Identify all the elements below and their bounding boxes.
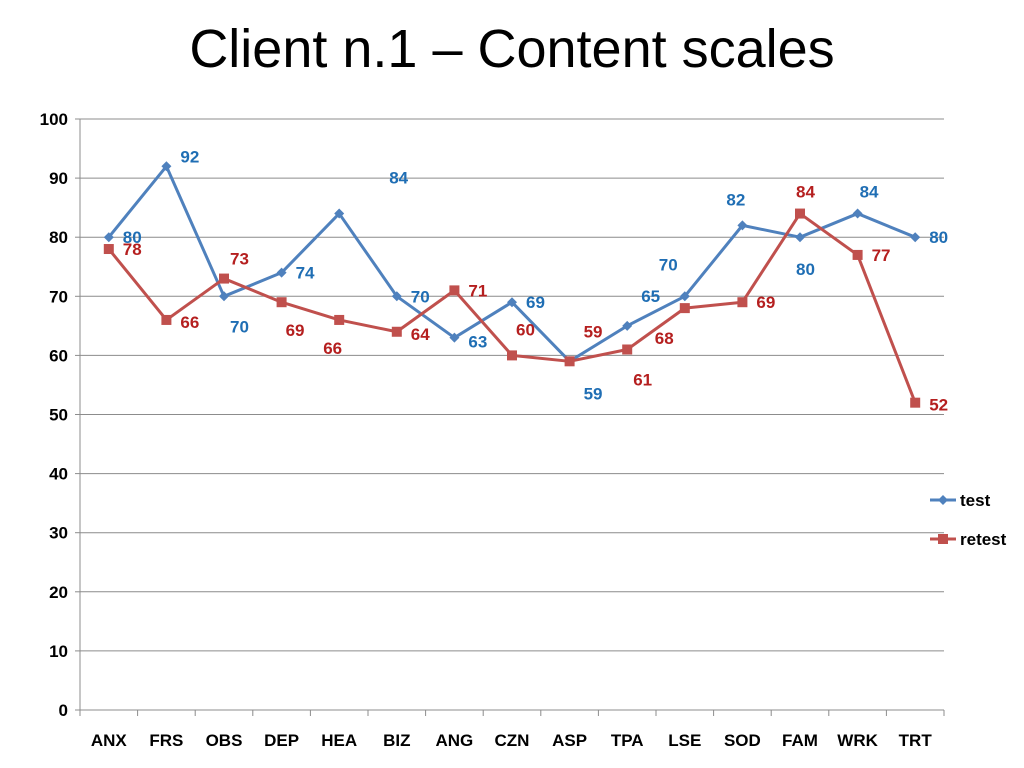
data-point-retest [161,314,172,325]
data-label-test: 80 [929,228,948,247]
data-label-test: 84 [860,183,879,202]
data-point-retest [795,208,805,219]
x-tick-label: LSE [668,731,701,750]
data-label-retest: 77 [872,246,891,265]
data-label-test: 80 [796,260,815,279]
x-tick-label: BIZ [383,731,410,750]
data-label-retest: 69 [286,321,305,340]
data-point-retest [391,326,402,337]
data-point-retest [737,297,748,308]
data-label-test: 65 [641,287,660,306]
data-point-test [507,297,517,308]
y-tick-label: 60 [49,346,68,365]
x-tick-label: TRT [899,731,933,750]
data-point-test [737,220,748,231]
y-tick-label: 0 [59,701,68,720]
data-label-test: 70 [659,255,678,274]
y-tick-label: 10 [49,642,68,661]
data-point-retest [910,397,921,408]
data-label-retest: 84 [796,183,815,202]
data-point-retest [852,249,863,260]
y-tick-label: 50 [49,406,68,425]
data-point-test [795,232,805,243]
data-label-retest: 60 [516,320,535,339]
x-tick-label: FRS [149,731,183,750]
data-point-test [276,267,287,278]
y-tick-label: 80 [49,228,68,247]
x-tick-label: CZN [495,731,530,750]
data-point-test [334,208,345,219]
legend-label-test: test [960,491,991,510]
series-line-retest [107,212,917,404]
y-tick-label: 20 [49,583,68,602]
data-label-retest: 52 [929,396,948,415]
x-tick-label: ANX [91,731,128,750]
data-point-test [622,320,633,331]
x-tick-label: WRK [837,731,878,750]
x-tick-label: TPA [611,731,644,750]
data-label-retest: 61 [633,370,652,389]
data-label-test: 74 [296,264,315,283]
y-tick-label: 30 [49,524,68,543]
data-label-test: 82 [726,190,745,209]
data-label-test: 63 [468,333,487,352]
x-tick-label: OBS [206,731,243,750]
data-point-retest [449,285,460,296]
legend-marker-test [938,495,948,505]
data-label-test: 92 [180,147,199,166]
data-label-test: 70 [411,287,430,306]
data-point-retest [507,350,517,361]
data-point-retest [103,244,114,255]
y-tick-label: 90 [49,169,68,188]
y-tick-label: 70 [49,287,68,306]
y-tick-label: 100 [40,110,68,129]
legend-marker-retest [938,534,948,544]
data-label-test: 70 [230,317,249,336]
data-label-test: 69 [526,293,545,312]
data-point-retest [334,314,345,325]
x-tick-label: SOD [724,731,761,750]
data-label-test: 59 [584,384,603,403]
data-point-retest [622,344,633,355]
data-point-retest [564,356,575,367]
data-label-retest: 78 [123,240,142,259]
slide-title: Client n.1 – Content scales [189,19,835,79]
x-tick-label: ANG [436,731,474,750]
data-label-test: 84 [389,169,408,188]
data-point-test [391,291,402,302]
data-label-retest: 64 [411,325,430,344]
data-label-retest: 66 [180,313,199,332]
x-tick-label: ASP [552,731,587,750]
data-point-test [103,232,114,243]
data-label-retest: 73 [230,250,249,269]
x-tick-label: HEA [321,731,357,750]
data-label-retest: 66 [323,339,342,358]
data-point-test [679,291,690,302]
x-tick-label: FAM [782,731,818,750]
data-label-retest: 59 [584,322,603,341]
legend-label-retest: retest [960,530,1007,549]
data-point-retest [219,273,229,284]
data-point-retest [276,297,287,308]
data-label-test: 80 [123,228,142,247]
data-point-retest [679,303,690,314]
data-label-retest: 68 [655,329,674,348]
data-point-test [219,291,229,302]
data-label-retest: 69 [756,293,775,312]
data-label-retest: 71 [468,281,487,300]
data-point-test [910,232,921,243]
data-point-test [852,208,863,219]
data-point-test [449,332,460,343]
x-tick-label: DEP [264,731,299,750]
y-tick-label: 40 [49,465,68,484]
data-point-test [161,161,172,172]
